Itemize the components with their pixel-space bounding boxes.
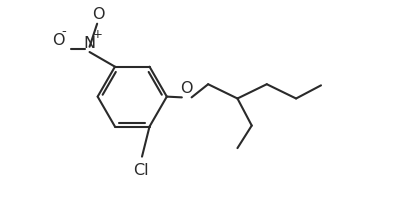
Text: O: O — [91, 7, 104, 22]
Text: Cl: Cl — [133, 163, 149, 178]
Text: -: - — [61, 25, 66, 38]
Text: O: O — [180, 81, 192, 96]
Text: O: O — [52, 33, 65, 47]
Text: N: N — [84, 35, 95, 50]
Text: +: + — [93, 29, 103, 42]
